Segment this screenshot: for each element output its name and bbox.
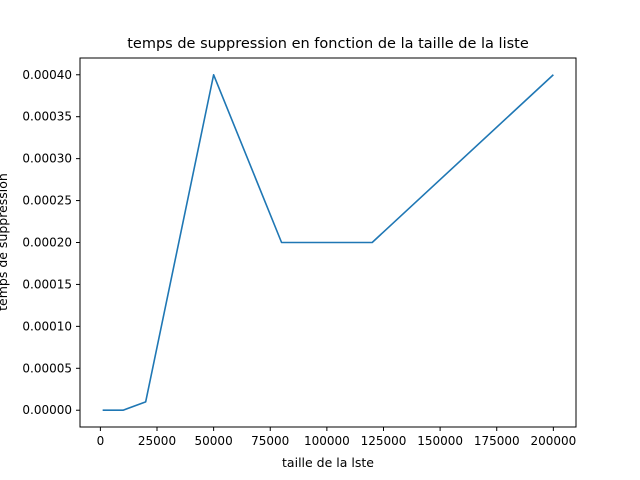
- x-tick-label: 25000: [138, 434, 176, 448]
- chart-title: temps de suppression en fonction de la t…: [127, 36, 529, 52]
- x-axis-label: taille de la lste: [282, 455, 374, 470]
- y-axis-label: temps de suppression: [0, 173, 10, 311]
- plot-frame: [79, 57, 577, 428]
- series-line: [102, 73, 554, 412]
- x-tick-label: 125000: [361, 434, 407, 448]
- y-tick-label: 0.00020: [22, 236, 72, 250]
- x-tick-label: 0: [97, 434, 105, 448]
- y-tick-label: 0.00005: [22, 361, 72, 375]
- y-tick-label: 0.00000: [22, 403, 72, 417]
- y-tick-label: 0.00030: [22, 152, 72, 166]
- y-tick-label: 0.00025: [22, 194, 72, 208]
- y-tick-label: 0.00035: [22, 110, 72, 124]
- x-tick-label: 100000: [304, 434, 350, 448]
- y-tick-label: 0.00015: [22, 277, 72, 291]
- y-axis-ticks: 0.00000 0.00005 0.00010 0.00015 0.00020 0.000…: [22, 68, 80, 417]
- x-tick-label: 150000: [417, 434, 463, 448]
- y-tick-label: 0.00010: [22, 319, 72, 333]
- x-tick-label: 200000: [530, 434, 576, 448]
- x-tick-label: 50000: [195, 434, 233, 448]
- series-layer: [102, 73, 554, 412]
- x-tick-label: 75000: [251, 434, 289, 448]
- x-axis-ticks: 0 25000 50000 75000 100000 125000 150000 175000…: [97, 427, 576, 448]
- x-tick-label: 175000: [474, 434, 520, 448]
- y-tick-label: 0.00040: [22, 68, 72, 82]
